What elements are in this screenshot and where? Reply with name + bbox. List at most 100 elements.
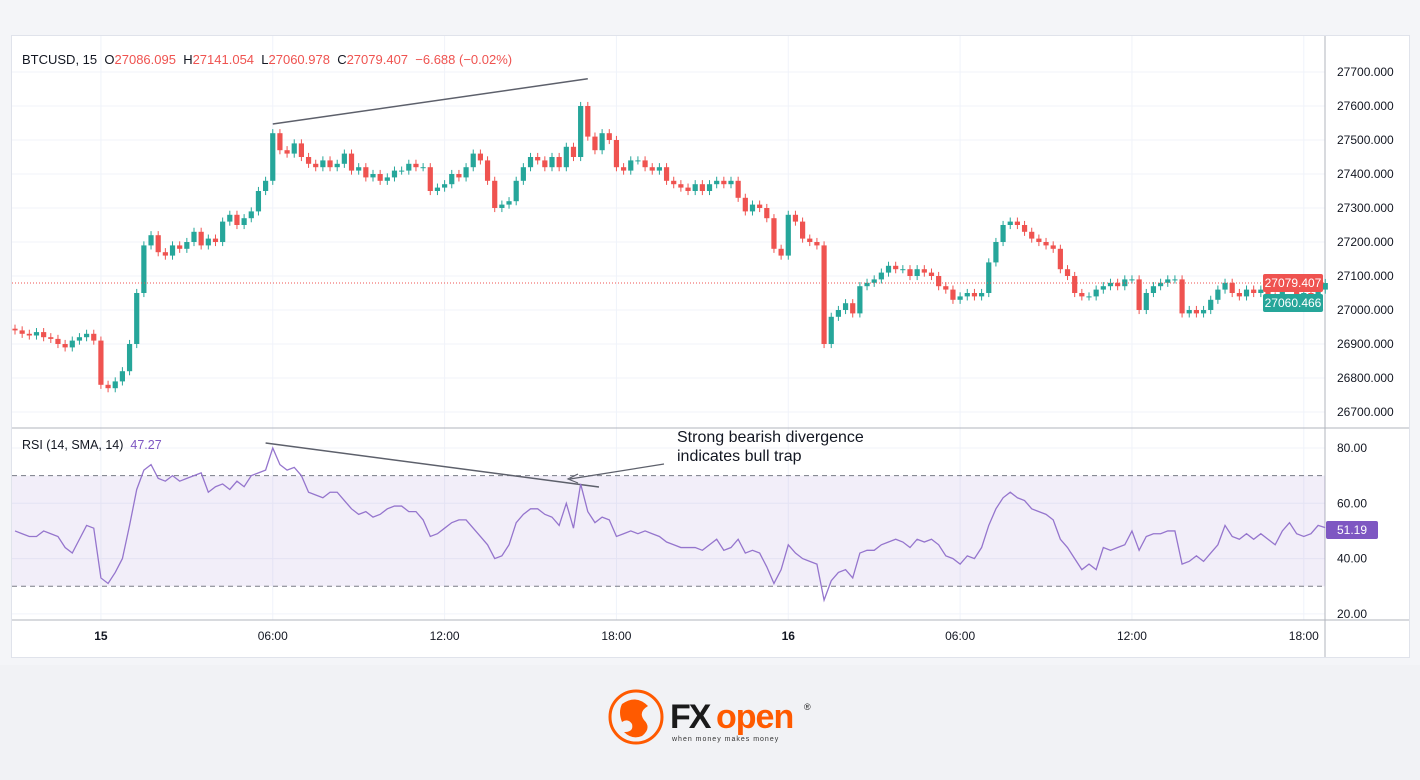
chart-panel[interactable]: 26700.000 26800.000 26900.000 27000.000 2710… (11, 35, 1410, 658)
candle-body (986, 262, 992, 293)
candle-body (334, 163, 340, 168)
candle-body (98, 340, 104, 385)
candle-body (177, 245, 183, 249)
candle-body (764, 208, 770, 219)
divergence-annotation: Strong bearish divergence indicates bull… (677, 428, 864, 466)
candle-body (212, 238, 219, 242)
candle-body (835, 310, 841, 317)
candle-body (119, 371, 125, 382)
candle-body (950, 289, 956, 300)
candle-body (585, 106, 591, 137)
candle-body (270, 133, 276, 181)
candle-body (434, 187, 441, 191)
price-tick-label: 27600.000 (1337, 99, 1394, 113)
candle-body (1179, 279, 1185, 314)
annotation-arrow (569, 463, 665, 480)
candle-body (556, 157, 562, 168)
candle-body (592, 136, 598, 151)
candle-body (391, 170, 398, 178)
candle-body (878, 272, 884, 280)
candle-body (370, 174, 376, 178)
candle-body (1215, 289, 1221, 300)
rsi-tick-label: 80.00 (1337, 441, 1367, 455)
candle-body (220, 221, 226, 242)
candle-body (1315, 289, 1321, 297)
chart-svg[interactable]: 26700.000 26800.000 26900.000 27000.000 2710… (12, 36, 1409, 657)
secondary-price-tag: 27060.466 (1263, 294, 1323, 312)
open-value: 27086.095 (114, 52, 176, 67)
candle-body (957, 296, 963, 300)
rsi-tick-label: 40.00 (1337, 552, 1367, 566)
candle-body (1165, 279, 1171, 283)
candle-body (1186, 310, 1192, 314)
candle-body (663, 167, 670, 181)
candle-body (807, 238, 813, 242)
candle-body (48, 337, 54, 339)
candle-body (191, 231, 197, 242)
time-tick-label: 15 (94, 629, 108, 643)
candle-body (936, 276, 942, 287)
candle-body (814, 242, 820, 246)
candle-body (320, 160, 326, 168)
candle-body (277, 133, 283, 151)
candle-body (699, 184, 705, 191)
rsi-label: RSI (14, SMA, 14) (22, 438, 124, 452)
price-tick-label: 27500.000 (1337, 133, 1394, 147)
candle-body (141, 245, 147, 293)
candle-body (706, 184, 713, 191)
price-tick-label: 27700.000 (1337, 65, 1394, 79)
rsi-tick-label: 20.00 (1337, 607, 1367, 621)
rsi-value-tag: 51.19 (1326, 521, 1378, 539)
candle-body (1021, 225, 1028, 232)
candle-body (313, 163, 319, 168)
bull-emblem-icon (608, 689, 664, 745)
change-value: −6.688 (−0.02%) (415, 52, 513, 67)
candle-body (1000, 225, 1006, 242)
low-label: L (261, 52, 269, 67)
candle-body (714, 180, 720, 185)
logo-open: open (716, 698, 793, 736)
last-price-tag: 27079.407 (1263, 274, 1323, 292)
candle-body (499, 204, 505, 208)
candle-body (420, 167, 426, 169)
candle-body (241, 218, 247, 225)
time-tick-label: 16 (782, 629, 796, 643)
candle-body (800, 221, 806, 239)
candle-body (449, 174, 455, 185)
candle-body (105, 384, 111, 389)
candle-body (542, 160, 548, 168)
candle-body (1100, 286, 1106, 290)
rsi-value: 47.27 (130, 438, 162, 452)
candle-body (692, 184, 698, 191)
candle-body (484, 160, 491, 181)
candle-body (76, 337, 83, 341)
candle-body (857, 286, 863, 314)
candle-body (1251, 289, 1257, 293)
candle-body (757, 204, 763, 208)
candle-body (964, 293, 970, 297)
high-value: 27141.054 (192, 52, 255, 67)
annotation-line-2: indicates bull trap (677, 448, 802, 465)
candle-body (1093, 289, 1099, 297)
candle-body (628, 160, 634, 171)
candle-body (1036, 238, 1042, 242)
candle-body (771, 218, 777, 249)
candle-body (728, 180, 734, 185)
candle-body (255, 191, 262, 212)
time-tick-label: 12:00 (1117, 629, 1147, 643)
price-tick-label: 26800.000 (1337, 371, 1394, 385)
candle-body (112, 381, 118, 389)
candle-body (1265, 289, 1271, 297)
time-tick-label: 18:00 (1289, 629, 1319, 643)
candle-body (363, 167, 369, 178)
candle-body (442, 184, 448, 188)
candle-body (893, 265, 899, 270)
fxopen-logo: FX open ® when money makes money (608, 689, 811, 745)
candle-body (735, 180, 741, 198)
candle-body (785, 214, 791, 256)
candle-body (506, 201, 512, 205)
candle-body (384, 177, 390, 181)
candle-body (621, 167, 627, 171)
logo-fx: FX (670, 698, 712, 736)
candle-body (91, 333, 97, 341)
